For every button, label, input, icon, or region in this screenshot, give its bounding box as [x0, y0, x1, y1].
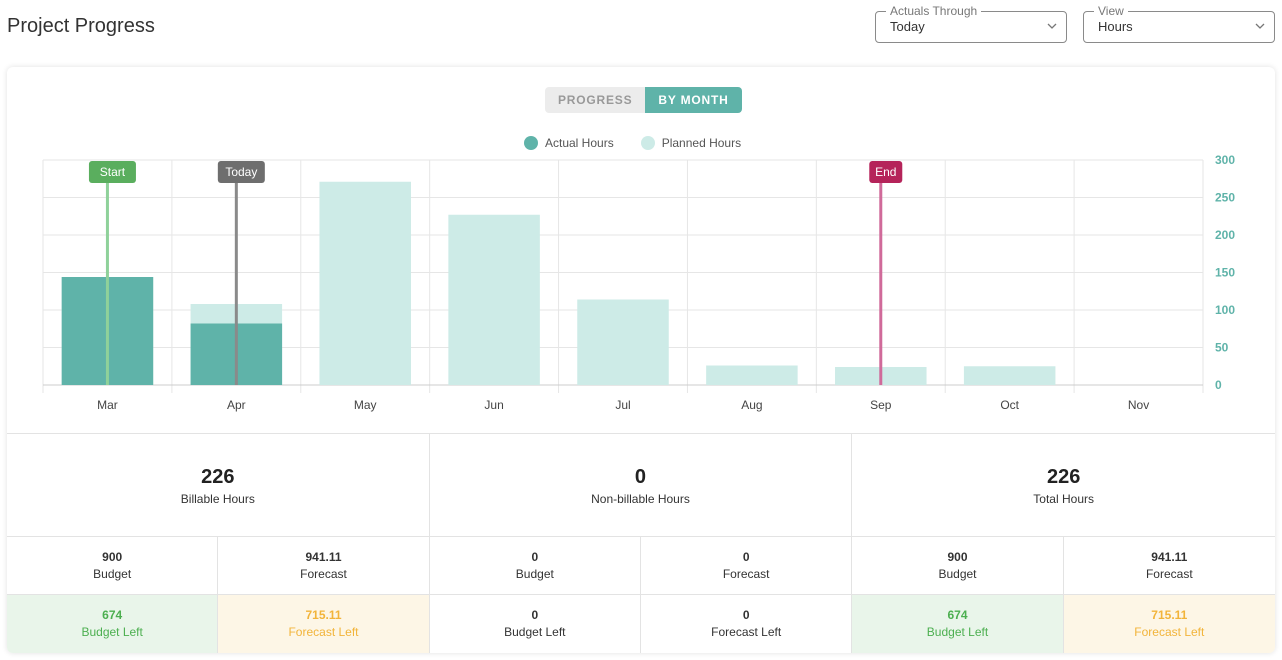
marker-label-today: Today [225, 165, 257, 179]
legend-planned-swatch [640, 136, 655, 150]
legend-actual-label: Actual Hours [545, 136, 614, 150]
stat-label: Total Hours [1033, 492, 1094, 506]
bar-planned-may [319, 181, 411, 385]
view-legend: View [1094, 4, 1128, 18]
stat-budget-value: 0 [531, 550, 539, 564]
stat-budget-left-value: 0 [531, 608, 539, 622]
x-tick-label: Jun [484, 398, 503, 412]
marker-label-start: Start [100, 165, 126, 179]
stat-forecast-value: 941.11 [1151, 550, 1188, 564]
stat-budget-value: 900 [102, 550, 123, 564]
actuals-through-legend: Actuals Through [886, 4, 982, 18]
stat-budget: 0 Budget [429, 536, 641, 594]
tab-by-month[interactable]: BY MONTH [645, 87, 742, 113]
y-tick-label: 0 [1215, 378, 1222, 392]
chevron-down-icon [1255, 23, 1265, 29]
view-select[interactable]: View Hours [1083, 4, 1275, 43]
x-tick-label: May [354, 398, 377, 412]
monthly-hours-chart: 0 50 100 150 200 250 300 Mar Apr May Jun Jul Aug Sep O… [42, 153, 1235, 412]
tab-progress[interactable]: PROGRESS [545, 87, 646, 113]
stat-label: Non-billable Hours [591, 492, 690, 506]
chevron-down-icon [1047, 23, 1057, 29]
stat-forecast-left-label: Forecast Left [288, 625, 359, 639]
y-tick-label: 250 [1215, 191, 1235, 205]
stat-value: 226 [1046, 466, 1081, 488]
stat-budget-left-value: 674 [947, 608, 968, 622]
stat-budget-left-label: Budget Left [81, 625, 143, 639]
stat-budget-label: Budget [938, 567, 977, 581]
stat-forecast: 941.11 Forecast [218, 536, 430, 594]
y-tick-label: 200 [1215, 228, 1235, 242]
stat-budget: 900 Budget [852, 536, 1064, 594]
stat-budget-label: Budget [515, 567, 554, 581]
view-toggle: PROGRESS BY MONTH [545, 87, 742, 113]
x-tick-label: Oct [1000, 398, 1019, 412]
actuals-through-value: Today [890, 19, 925, 34]
stat-forecast-left: 715.11 Forecast Left [218, 594, 430, 653]
chart-legend: Actual Hours Planned Hours [524, 136, 768, 150]
bar-planned-jun [448, 214, 540, 385]
stat-budget-label: Budget [93, 567, 132, 581]
stat-forecast: 0 Forecast [641, 536, 853, 594]
stat-forecast-left-value: 715.11 [305, 608, 342, 622]
stat-budget-left: 674 Budget Left [852, 594, 1064, 653]
stat-forecast-label: Forecast [300, 567, 347, 581]
view-value: Hours [1098, 19, 1133, 34]
y-tick-label: 300 [1215, 153, 1235, 167]
stat-summary: 0 Non-billable Hours [430, 434, 853, 536]
stat-budget-left: 0 Budget Left [429, 594, 641, 653]
stat-forecast-label: Forecast [722, 567, 770, 581]
project-progress-card: PROGRESS BY MONTH Actual Hours Planned H… [7, 67, 1275, 653]
stat-forecast-left-value: 0 [742, 608, 750, 622]
stat-forecast-value: 941.11 [305, 550, 342, 564]
stat-budget-left-value: 674 [102, 608, 123, 622]
stat-forecast-left-label: Forecast Left [711, 625, 782, 639]
stat-forecast-value: 0 [742, 550, 750, 564]
legend-actual-swatch [524, 136, 538, 150]
marker-label-end: End [875, 165, 896, 179]
x-tick-label: Sep [870, 398, 892, 412]
stat-budget-left-label: Budget Left [926, 625, 989, 639]
x-tick-label: Apr [227, 398, 246, 412]
stat-forecast-left-value: 715.11 [1151, 608, 1188, 622]
hours-summary: 226 Billable Hours 900 Budget 941.11 Forecast… [7, 433, 1275, 653]
marker-badge-today [217, 161, 265, 183]
y-tick-label: 50 [1215, 341, 1229, 355]
y-tick-label: 100 [1215, 303, 1235, 317]
bar-planned-jul [577, 299, 669, 385]
x-tick-label: Jul [615, 398, 630, 412]
stat-forecast-left: 715.11 Forecast Left [1063, 594, 1275, 653]
legend-planned-label: Planned Hours [661, 136, 742, 150]
stat-value: 226 [201, 466, 235, 488]
stat-label: Billable Hours [180, 492, 255, 506]
stat-forecast-label: Forecast [1145, 567, 1193, 581]
x-tick-label: Aug [741, 398, 762, 412]
y-tick-label: 150 [1215, 266, 1235, 280]
stat-budget-left: 674 Budget Left [7, 594, 219, 653]
bar-planned-aug [706, 365, 798, 385]
stat-summary: 226 Billable Hours [7, 434, 430, 536]
legend-planned-hours[interactable]: Planned Hours [640, 136, 742, 150]
marker-badge-end [869, 161, 903, 183]
stat-summary: 226 Total Hours [852, 434, 1275, 536]
stat-value: 0 [634, 466, 647, 488]
x-tick-label: Nov [1128, 398, 1149, 412]
actuals-through-select[interactable]: Actuals Through Today [875, 4, 1067, 43]
marker-badge-start [88, 161, 136, 183]
stat-budget-value: 900 [947, 550, 968, 564]
stat-budget-left-label: Budget Left [504, 625, 566, 639]
legend-actual-hours[interactable]: Actual Hours [524, 136, 614, 150]
bar-planned-oct [963, 366, 1056, 385]
stat-forecast-left: 0 Forecast Left [641, 594, 853, 653]
stat-forecast-left-label: Forecast Left [1134, 625, 1205, 639]
stat-forecast: 941.11 Forecast [1063, 536, 1275, 594]
stat-budget: 900 Budget [7, 536, 219, 594]
x-tick-label: Mar [97, 398, 118, 412]
page-title: Project Progress [7, 15, 155, 37]
